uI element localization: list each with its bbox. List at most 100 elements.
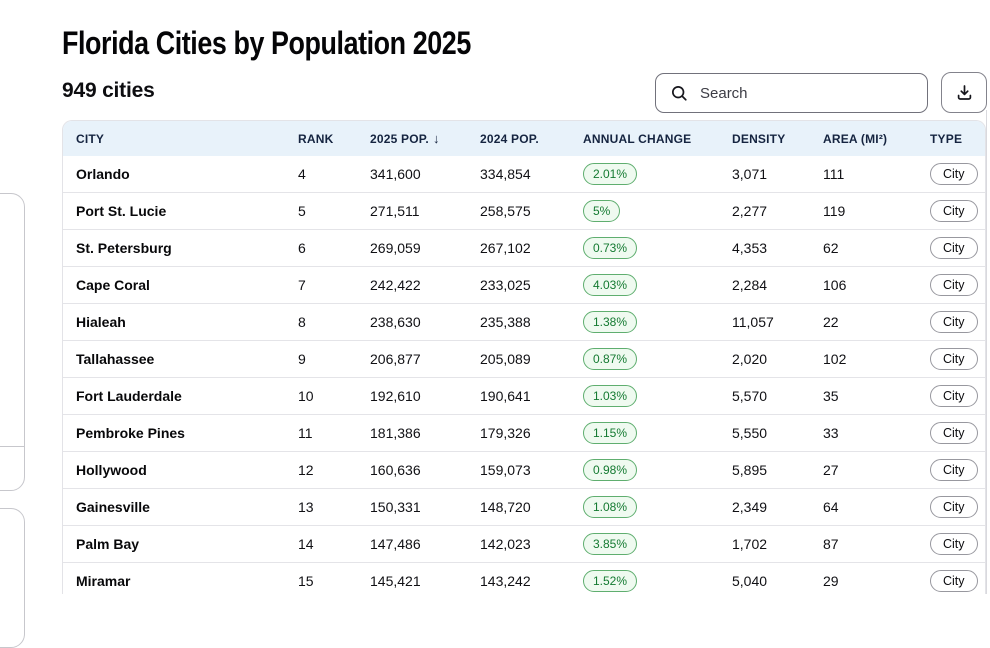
density-cell: 5,040 bbox=[732, 573, 768, 589]
pop-2025-cell: 271,511 bbox=[370, 203, 420, 219]
column-header-city[interactable]: CITY bbox=[76, 131, 105, 146]
type-cell: City bbox=[917, 459, 985, 481]
column-header-density[interactable]: DENSITY bbox=[732, 131, 786, 146]
pop-2024-cell: 233,025 bbox=[480, 277, 531, 293]
city-cell: Cape Coral bbox=[76, 277, 150, 293]
type-badge: City bbox=[930, 570, 978, 592]
pop-2024-cell: 205,089 bbox=[480, 351, 531, 367]
table-row[interactable]: St. Petersburg 6 269,059 267,102 0.73% 4,353 6… bbox=[63, 229, 985, 266]
annual-change-badge: 1.38% bbox=[583, 311, 638, 333]
annual-change-cell: 3.85% bbox=[570, 533, 719, 555]
pop-2024-cell: 258,575 bbox=[480, 203, 531, 219]
pop-2025-cell: 242,422 bbox=[370, 277, 421, 293]
column-header-rank[interactable]: RANK bbox=[298, 131, 334, 146]
table-row[interactable]: Fort Lauderdale 10 192,610 190,641 1.03% 5,57… bbox=[63, 377, 985, 414]
annual-change-badge: 0.73% bbox=[583, 237, 638, 259]
table-row[interactable]: Hollywood 12 160,636 159,073 0.98% 5,895 27 Cit… bbox=[63, 451, 985, 488]
rank-cell: 10 bbox=[298, 388, 314, 404]
table-row[interactable]: Port St. Lucie 5 271,511 258,575 5% 2,277 119 C… bbox=[63, 192, 985, 229]
density-cell: 5,550 bbox=[732, 425, 768, 441]
scrollbar-track[interactable] bbox=[986, 110, 987, 594]
city-cell: St. Petersburg bbox=[76, 240, 172, 256]
pop-2024-cell: 267,102 bbox=[480, 240, 531, 256]
density-cell: 2,284 bbox=[732, 277, 768, 293]
table-row[interactable]: Cape Coral 7 242,422 233,025 4.03% 2,284 106 Ci… bbox=[63, 266, 985, 303]
type-cell: City bbox=[917, 311, 985, 333]
type-badge: City bbox=[930, 274, 978, 296]
type-cell: City bbox=[917, 496, 985, 518]
annual-change-badge: 3.85% bbox=[583, 533, 638, 555]
city-cell: Pembroke Pines bbox=[76, 425, 185, 441]
pop-2025-cell: 341,600 bbox=[370, 166, 421, 182]
pop-2024-cell: 148,720 bbox=[480, 499, 531, 515]
table-body: Orlando 4 341,600 334,854 2.01% 3,071 111 City P… bbox=[63, 156, 985, 594]
area-cell: 27 bbox=[823, 462, 839, 478]
pop-2025-cell: 238,630 bbox=[370, 314, 421, 330]
density-cell: 5,570 bbox=[732, 388, 768, 404]
annual-change-badge: 1.03% bbox=[583, 385, 638, 407]
annual-change-cell: 0.73% bbox=[570, 237, 719, 259]
annual-change-cell: 1.15% bbox=[570, 422, 719, 444]
column-header-area[interactable]: AREA (MI²) bbox=[823, 131, 888, 146]
area-cell: 106 bbox=[823, 277, 847, 293]
type-badge: City bbox=[930, 459, 978, 481]
table-row[interactable]: Hialeah 8 238,630 235,388 1.38% 11,057 22 City bbox=[63, 303, 985, 340]
rank-cell: 15 bbox=[298, 573, 314, 589]
area-cell: 64 bbox=[823, 499, 839, 515]
download-button[interactable] bbox=[941, 72, 987, 113]
city-cell: Hollywood bbox=[76, 462, 147, 478]
type-badge: City bbox=[930, 163, 978, 185]
rank-cell: 6 bbox=[298, 240, 306, 256]
column-header-2025-pop[interactable]: 2025 POP. ↓ bbox=[370, 131, 440, 146]
page-title: Florida Cities by Population 2025 bbox=[62, 25, 471, 62]
pop-2025-cell: 150,331 bbox=[370, 499, 421, 515]
type-cell: City bbox=[917, 348, 985, 370]
type-badge: City bbox=[930, 311, 978, 333]
density-cell: 2,349 bbox=[732, 499, 768, 515]
panel-divider bbox=[0, 446, 24, 447]
rank-cell: 8 bbox=[298, 314, 306, 330]
type-badge: City bbox=[930, 237, 978, 259]
rank-cell: 9 bbox=[298, 351, 306, 367]
download-icon bbox=[957, 85, 971, 100]
table-row[interactable]: Tallahassee 9 206,877 205,089 0.87% 2,020 102 C… bbox=[63, 340, 985, 377]
table-row[interactable]: Pembroke Pines 11 181,386 179,326 1.15% 5,550… bbox=[63, 414, 985, 451]
type-cell: City bbox=[917, 237, 985, 259]
type-cell: City bbox=[917, 274, 985, 296]
annual-change-badge: 1.52% bbox=[583, 570, 638, 592]
annual-change-badge: 0.87% bbox=[583, 348, 638, 370]
density-cell: 2,020 bbox=[732, 351, 768, 367]
annual-change-cell: 4.03% bbox=[570, 274, 719, 296]
type-cell: City bbox=[917, 200, 985, 222]
search-input[interactable] bbox=[698, 83, 917, 103]
annual-change-badge: 0.98% bbox=[583, 459, 638, 481]
annual-change-badge: 5% bbox=[583, 200, 621, 222]
area-cell: 33 bbox=[823, 425, 839, 441]
area-cell: 62 bbox=[823, 240, 839, 256]
pop-2025-cell: 147,486 bbox=[370, 536, 421, 552]
type-badge: City bbox=[930, 348, 978, 370]
density-cell: 2,277 bbox=[732, 203, 768, 219]
table-row[interactable]: Miramar 15 145,421 143,242 1.52% 5,040 29 City bbox=[63, 562, 985, 594]
column-header-2024-pop[interactable]: 2024 POP. bbox=[480, 131, 539, 146]
pop-2024-cell: 142,023 bbox=[480, 536, 531, 552]
column-header-type[interactable]: TYPE bbox=[930, 131, 963, 146]
type-cell: City bbox=[917, 163, 985, 185]
annual-change-cell: 1.52% bbox=[570, 570, 719, 592]
city-cell: Port St. Lucie bbox=[76, 203, 167, 219]
pop-2024-cell: 190,641 bbox=[480, 388, 531, 404]
table-row[interactable]: Orlando 4 341,600 334,854 2.01% 3,071 111 City bbox=[63, 156, 985, 192]
density-cell: 1,702 bbox=[732, 536, 768, 552]
search-box[interactable] bbox=[655, 73, 928, 113]
pop-2025-cell: 206,877 bbox=[370, 351, 421, 367]
table-row[interactable]: Palm Bay 14 147,486 142,023 3.85% 1,702 87 City bbox=[63, 525, 985, 562]
city-cell: Orlando bbox=[76, 166, 130, 182]
annual-change-cell: 1.03% bbox=[570, 385, 719, 407]
type-badge: City bbox=[930, 496, 978, 518]
area-cell: 35 bbox=[823, 388, 839, 404]
column-header-annual-change[interactable]: ANNUAL CHANGE bbox=[583, 131, 692, 146]
table-row[interactable]: Gainesville 13 150,331 148,720 1.08% 2,349 64 C… bbox=[63, 488, 985, 525]
rank-cell: 14 bbox=[298, 536, 314, 552]
density-cell: 3,071 bbox=[732, 166, 768, 182]
rank-cell: 13 bbox=[298, 499, 314, 515]
